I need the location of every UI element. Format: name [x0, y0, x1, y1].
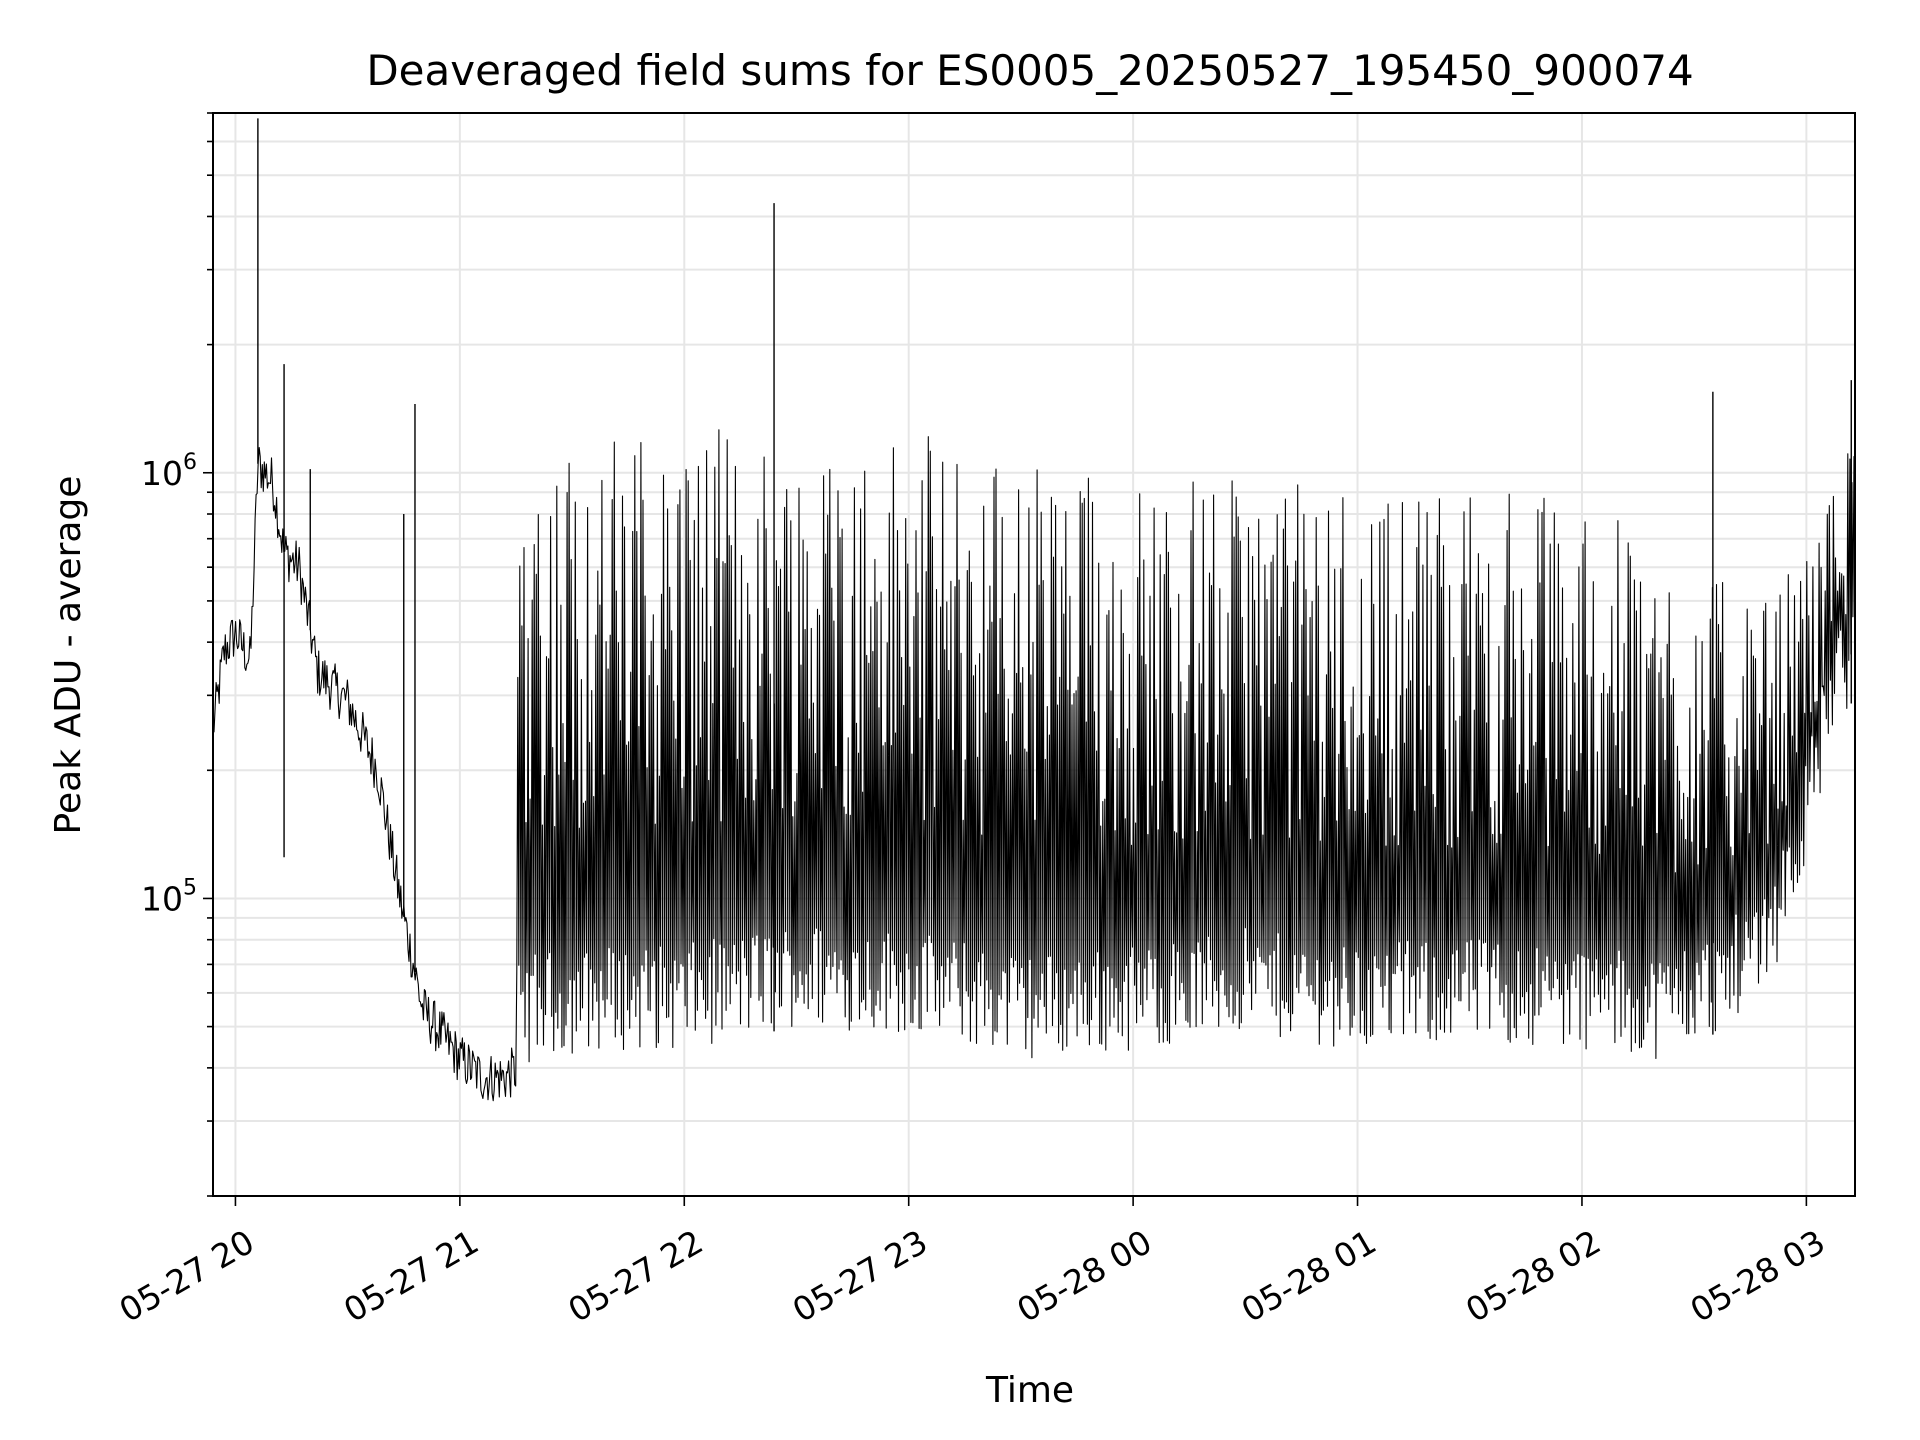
- series-line: [212, 429, 1856, 1102]
- x-tick-label: 05-28 00: [1010, 1222, 1158, 1330]
- plot-frame: [212, 112, 1856, 1197]
- x-tick-label: 05-27 23: [786, 1222, 934, 1330]
- grid: [213, 112, 1855, 1197]
- x-axis-label: Time: [985, 1370, 1074, 1411]
- y-tick-label: 106: [141, 450, 197, 493]
- series-layer: [212, 118, 1856, 1102]
- x-tick-label: 05-27 20: [113, 1222, 261, 1330]
- x-tick-label: 05-27 21: [337, 1222, 485, 1330]
- x-tick-label: 05-28 01: [1235, 1222, 1383, 1330]
- chart-title: Deaveraged field sums for ES0005_2025052…: [366, 46, 1693, 95]
- x-tick-label: 05-27 22: [561, 1222, 709, 1330]
- y-axis-label: Peak ADU - average: [48, 476, 89, 835]
- x-tick-label: 05-28 03: [1684, 1222, 1832, 1330]
- y-tick-label: 105: [141, 875, 197, 918]
- x-tick-label: 05-28 02: [1459, 1222, 1607, 1330]
